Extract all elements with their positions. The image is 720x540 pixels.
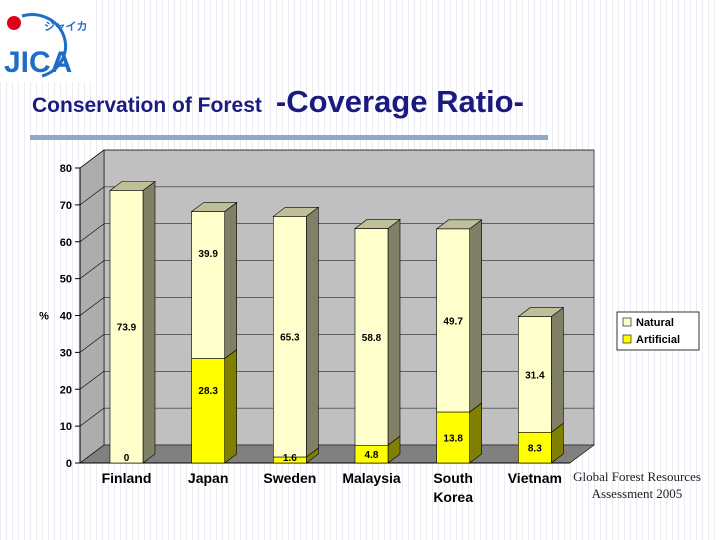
gridline-side [79,149,105,169]
bar-natural-side [469,219,482,413]
gridline-side [79,297,105,316]
title-main: Conservation of Forest [32,94,262,117]
bar-natural [273,216,307,458]
y-tick-label: 80 [60,163,72,175]
y-tick-label: 30 [60,347,72,359]
legend-label: Artificial [636,334,680,346]
bar-artificial-side [469,402,482,464]
title-subtitle: -Coverage Ratio- [275,84,524,119]
bar-natural [191,211,225,359]
bar-natural-top [190,202,238,212]
bar-artificial [191,358,225,464]
gridline-side [79,334,105,353]
data-label-artificial: 28.3 [198,386,218,397]
jica-logo: ジャイカ JICA [0,0,96,82]
plot-floor [79,444,595,464]
title-divider [30,135,548,140]
gridline-side [79,371,105,390]
bar-natural-side [224,201,237,360]
data-label-natural: 73.9 [117,323,137,334]
legend-swatch [622,334,632,344]
y-tick-label: 10 [60,421,72,433]
bar-artificial [354,444,389,464]
y-axis-label: % [39,311,49,323]
bar-natural-side [387,218,401,446]
data-label-natural: 65.3 [280,333,300,344]
y-tick-label: 50 [60,274,72,286]
logo-text: JICA [4,46,72,79]
data-label-artificial: 13.8 [443,434,463,445]
bar-natural [436,228,470,413]
data-label-artificial: 8.3 [528,444,542,455]
x-tick-label: Finland [102,470,152,486]
y-tick-label: 20 [60,384,72,396]
x-tick-label: South [433,470,473,486]
bar-natural-side [142,180,156,464]
source-line-2: Assessment 2005 [591,486,683,501]
data-label-natural: 31.4 [525,371,545,382]
page-title: Conservation of Forest -Coverage Ratio- [32,84,524,120]
legend-label: Natural [636,317,674,329]
x-tick-label: Vietnam [508,470,562,486]
x-tick-label: Korea [433,489,473,505]
bar-natural [354,228,389,446]
data-label-natural: 39.9 [198,249,218,260]
logo-kana: ジャイカ [44,20,87,33]
legend-swatch [622,317,632,327]
bar-natural-side [551,307,564,433]
data-label-natural: 49.7 [443,316,463,327]
y-tick-label: 60 [60,237,72,249]
source-line-1: Global Forest Resources [573,469,701,484]
data-label-artificial: 0 [124,453,130,464]
bar-natural [518,316,552,433]
bar-natural-top [354,219,401,229]
bar-natural-top [109,181,156,191]
bar-natural-top [435,219,483,230]
x-tick-label: Japan [188,470,228,486]
data-label-artificial: 1.6 [283,453,297,464]
y-tick-label: 0 [66,458,72,470]
bar-artificial [518,432,552,464]
data-label-artificial: 4.8 [365,450,379,461]
x-tick-label: Malaysia [342,470,401,486]
gridline-side [79,186,105,206]
y-tick-label: 40 [60,311,72,323]
x-tick-label: Sweden [263,470,316,486]
bar-artificial [436,411,470,464]
bar-natural-top [517,307,565,317]
bar-artificial-side [224,349,237,464]
gridline-side [79,223,105,242]
bar-natural [109,190,144,464]
gridline-side [79,407,105,427]
bar-natural-side [306,206,319,458]
gridline-side [79,260,105,279]
bar-artificial [273,456,307,464]
y-tick-label: 70 [60,200,72,212]
data-label-natural: 58.8 [362,333,382,344]
bar-natural-top [272,207,320,217]
source-note: Global Forest Resources Assessment 2005 [562,468,712,502]
